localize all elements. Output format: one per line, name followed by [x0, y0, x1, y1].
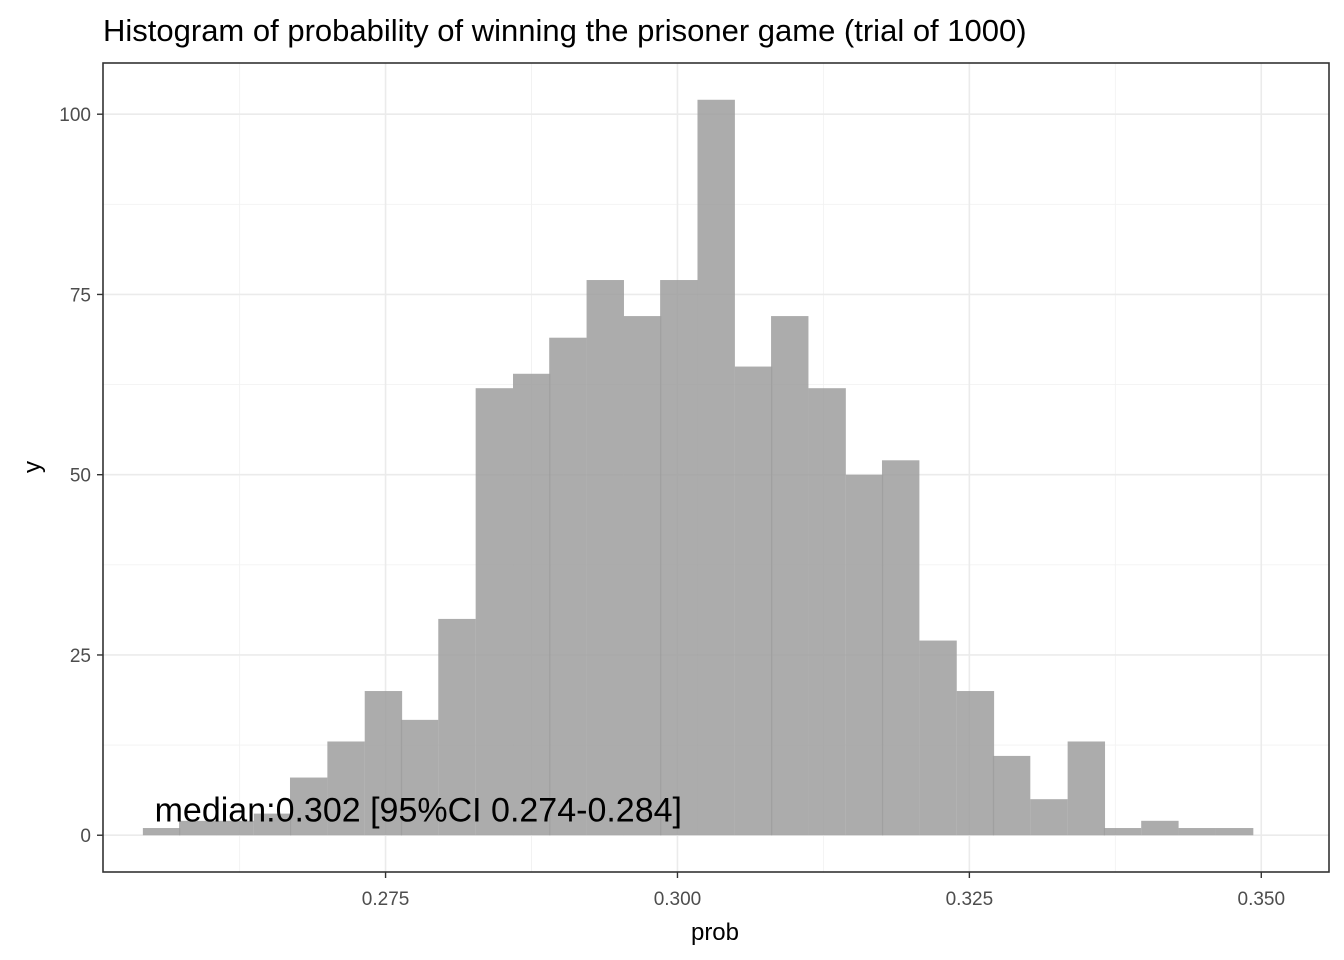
histogram-bar [513, 373, 551, 836]
histogram-bar [1030, 799, 1068, 836]
histogram-bar [289, 777, 328, 836]
histogram-bar [623, 316, 662, 836]
x-tick-label: 0.325 [946, 889, 994, 910]
histogram-bar [253, 813, 292, 836]
y-axis: 0 25 50 75 100 [59, 105, 103, 847]
histogram-bar [808, 388, 846, 836]
median-annotation: median:0.302 [95%CI 0.274-0.284] [155, 791, 682, 829]
histogram-bar [586, 280, 624, 836]
histogram-bar [845, 474, 884, 836]
chart-title: Histogram of probability of winning the … [103, 13, 1027, 48]
x-tick-label: 0.275 [362, 889, 410, 910]
histogram-bar [1141, 820, 1179, 836]
y-tick-label: 75 [70, 285, 91, 306]
histogram-bar [919, 640, 957, 836]
histogram-bar [179, 820, 217, 836]
x-tick-label: 0.350 [1238, 889, 1286, 910]
histogram-bar [475, 388, 514, 836]
y-axis-title: y [19, 461, 46, 473]
panel-border [102, 62, 1330, 873]
histogram-bar [1178, 828, 1216, 836]
histogram-bars [142, 99, 1254, 836]
histogram-bar [216, 820, 254, 836]
histogram-bar [1067, 741, 1106, 836]
histogram-bar [734, 366, 773, 836]
histogram-bar [364, 691, 403, 836]
histogram-bar [881, 460, 920, 836]
x-axis-title: prob [691, 919, 739, 946]
x-tick-label: 0.300 [654, 889, 702, 910]
y-tick-label: 50 [70, 466, 91, 487]
y-tick-label: 25 [70, 646, 91, 667]
histogram-bar [549, 337, 587, 836]
histogram-bar [697, 99, 735, 836]
histogram-bar [1215, 828, 1254, 836]
histogram-bar [992, 755, 1031, 836]
histogram-bar [400, 719, 439, 836]
histogram-bar [771, 316, 809, 836]
x-axis: 0.275 0.300 0.325 0.350 [362, 872, 1285, 910]
histogram-bar [956, 691, 995, 836]
histogram-bar [660, 280, 698, 836]
y-tick-label: 100 [59, 105, 91, 126]
y-tick-label: 0 [80, 826, 91, 847]
histogram-bar [327, 741, 365, 836]
histogram-bar [1103, 828, 1142, 836]
histogram-bar [438, 618, 476, 836]
histogram-bar [142, 828, 181, 836]
